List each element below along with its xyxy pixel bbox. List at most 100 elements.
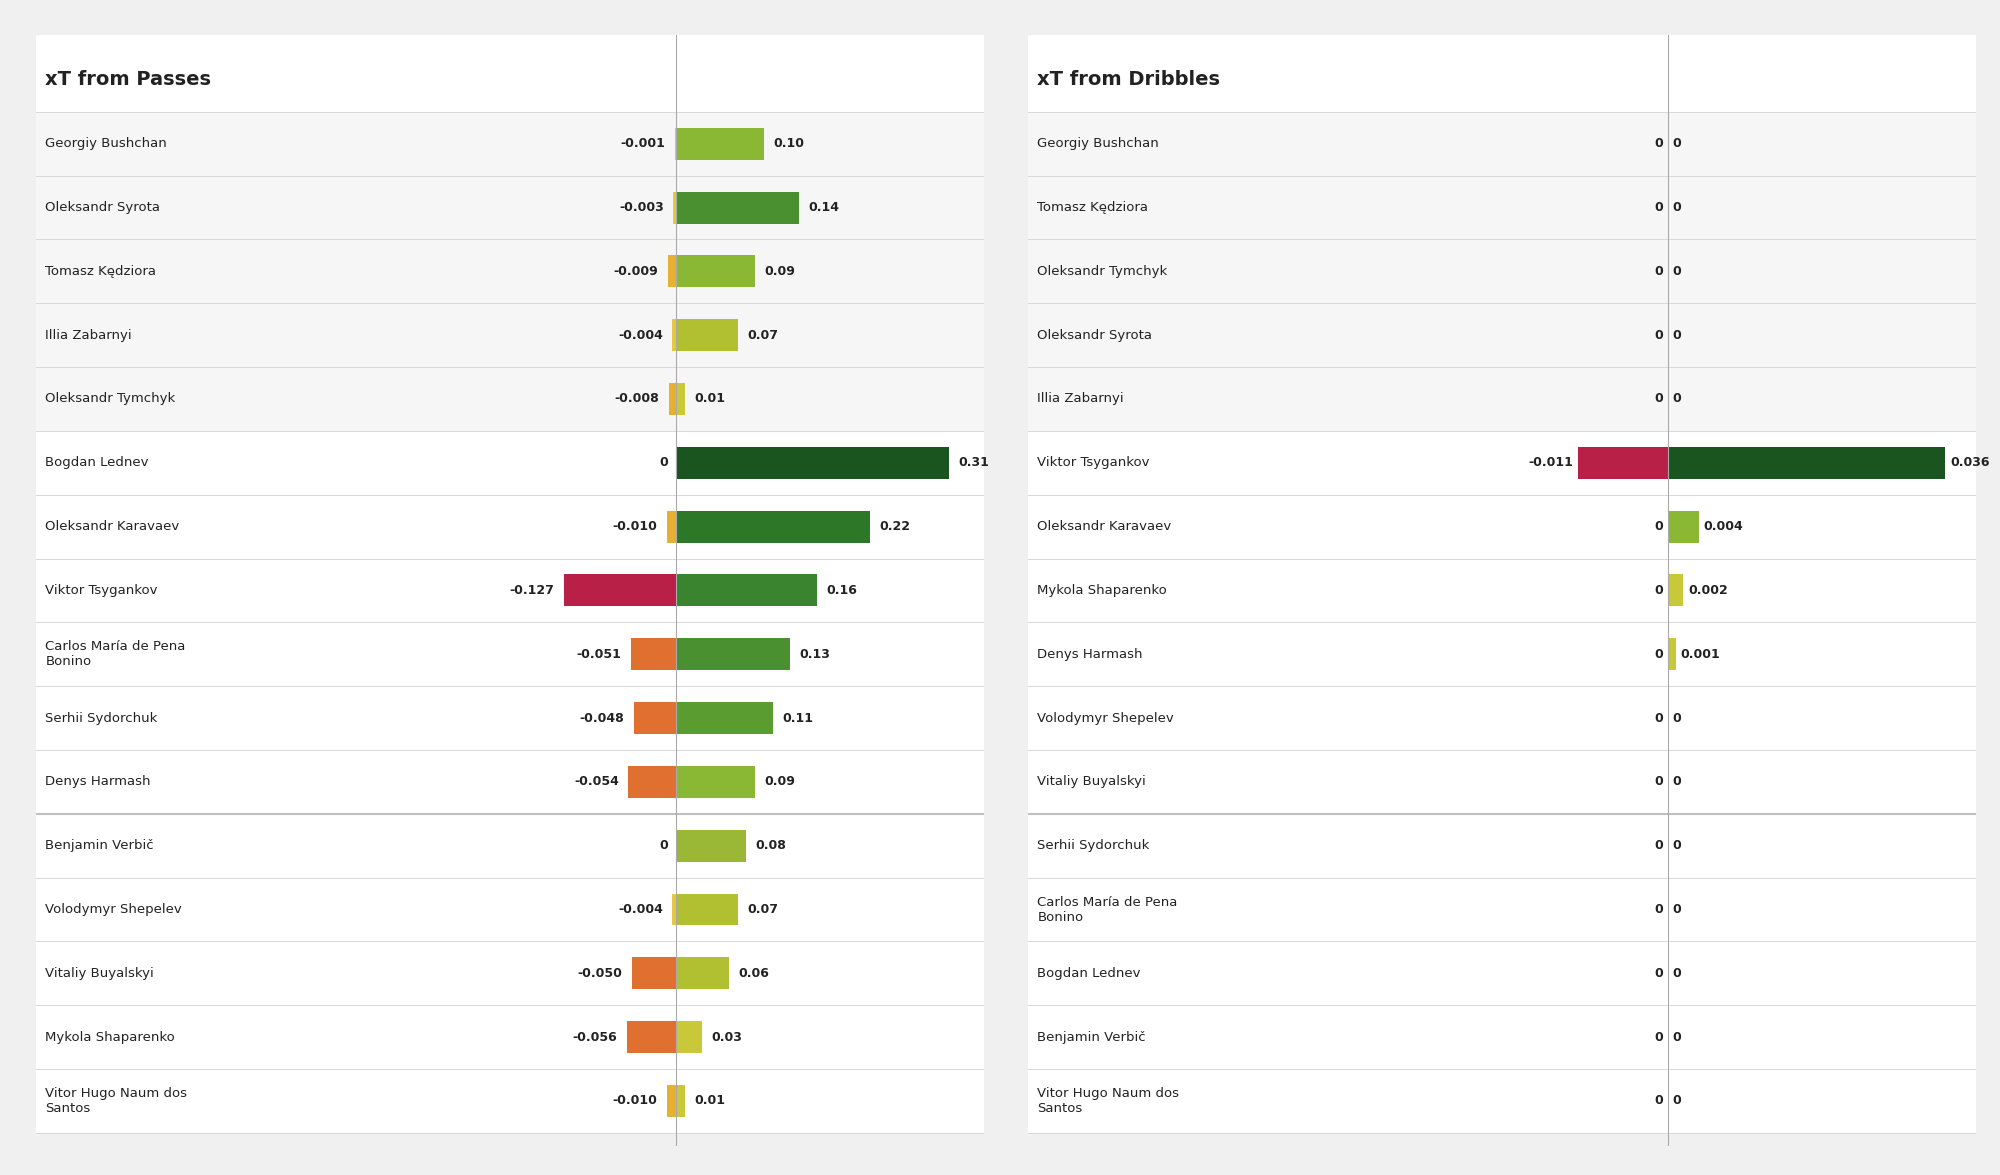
Text: 0.22: 0.22 [880,521,910,533]
Text: Oleksandr Tymchyk: Oleksandr Tymchyk [46,392,176,405]
Bar [564,575,676,606]
Bar [632,638,676,670]
Text: 0.13: 0.13 [800,647,830,660]
Text: 0: 0 [1672,967,1682,980]
Bar [676,703,772,734]
Text: Tomasz Kędziora: Tomasz Kędziora [46,264,156,277]
Text: 0.08: 0.08 [756,839,786,852]
Bar [36,1006,984,1069]
Text: -0.050: -0.050 [578,967,622,980]
Text: 0: 0 [1672,1094,1682,1108]
Text: 0: 0 [1654,1030,1664,1043]
Text: Benjamin Verbič: Benjamin Verbič [1038,1030,1146,1043]
Text: 0: 0 [1672,712,1682,725]
Text: xT from Passes: xT from Passes [46,70,212,89]
Text: -0.008: -0.008 [614,392,660,405]
Bar [1668,575,1684,606]
Bar [1028,750,1976,814]
Text: -0.048: -0.048 [580,712,624,725]
Text: 0: 0 [1672,392,1682,405]
Bar [632,958,676,989]
Text: Bogdan Lednev: Bogdan Lednev [46,456,148,469]
Text: 0.11: 0.11 [782,712,814,725]
Text: Oleksandr Tymchyk: Oleksandr Tymchyk [1038,264,1168,277]
Text: Oleksandr Karavaev: Oleksandr Karavaev [1038,521,1172,533]
Bar [36,750,984,814]
Bar [36,686,984,750]
Text: 0: 0 [1654,967,1664,980]
Bar [676,192,800,223]
Text: Illia Zabarnyi: Illia Zabarnyi [46,329,132,342]
Bar [36,35,984,112]
Text: 0: 0 [1672,776,1682,788]
Text: 0: 0 [1672,904,1682,916]
Text: Volodymyr Shepelev: Volodymyr Shepelev [46,904,182,916]
Text: 0: 0 [660,456,668,469]
Text: 0.03: 0.03 [712,1030,742,1043]
Text: Georgiy Bushchan: Georgiy Bushchan [1038,137,1160,150]
Text: Georgiy Bushchan: Georgiy Bushchan [46,137,168,150]
Bar [634,703,676,734]
Text: 0: 0 [1654,647,1664,660]
Text: Serhii Sydorchuk: Serhii Sydorchuk [46,712,158,725]
Bar [672,320,676,351]
Bar [36,1069,984,1133]
Text: -0.004: -0.004 [618,329,662,342]
Text: Oleksandr Syrota: Oleksandr Syrota [1038,329,1152,342]
Text: 0: 0 [1654,521,1664,533]
Bar [1028,1069,1976,1133]
Bar [676,320,738,351]
Bar [672,893,676,926]
Text: xT from Dribbles: xT from Dribbles [1038,70,1220,89]
Bar [36,367,984,431]
Text: 0.09: 0.09 [764,264,796,277]
Text: 0: 0 [1672,201,1682,214]
Bar [1028,367,1976,431]
Bar [1028,1006,1976,1069]
Text: Carlos María de Pena
Bonino: Carlos María de Pena Bonino [1038,895,1178,924]
Bar [676,958,728,989]
Text: Illia Zabarnyi: Illia Zabarnyi [1038,392,1124,405]
Text: -0.011: -0.011 [1528,456,1572,469]
Text: Bogdan Lednev: Bogdan Lednev [1038,967,1140,980]
Bar [668,511,676,543]
Bar [668,1085,676,1117]
Text: 0: 0 [1672,839,1682,852]
Text: 0.002: 0.002 [1688,584,1728,597]
Text: 0.01: 0.01 [694,1094,726,1108]
Text: Volodymyr Shepelev: Volodymyr Shepelev [1038,712,1174,725]
Bar [1668,446,1946,478]
Bar [36,558,984,623]
Text: Carlos María de Pena
Bonino: Carlos María de Pena Bonino [46,640,186,669]
Text: Benjamin Verbič: Benjamin Verbič [46,839,154,852]
Text: 0: 0 [1654,264,1664,277]
Text: -0.056: -0.056 [572,1030,618,1043]
Bar [36,623,984,686]
Text: -0.010: -0.010 [612,1094,658,1108]
Text: 0.004: 0.004 [1704,521,1744,533]
Text: 0.06: 0.06 [738,967,770,980]
Text: 0: 0 [1654,712,1664,725]
Bar [36,112,984,175]
Text: 0.10: 0.10 [774,137,804,150]
Bar [628,766,676,798]
Text: 0.07: 0.07 [748,329,778,342]
Bar [1028,623,1976,686]
Bar [1028,35,1976,112]
Text: 0.01: 0.01 [694,392,726,405]
Bar [1668,511,1698,543]
Text: 0.16: 0.16 [826,584,858,597]
Text: -0.001: -0.001 [620,137,666,150]
Bar [1028,686,1976,750]
Bar [36,240,984,303]
Bar [1028,431,1976,495]
Bar [36,495,984,558]
Bar [676,830,746,861]
Bar [36,431,984,495]
Text: Mykola Shaparenko: Mykola Shaparenko [46,1030,176,1043]
Text: Vitor Hugo Naum dos
Santos: Vitor Hugo Naum dos Santos [46,1087,188,1115]
Text: 0: 0 [1654,776,1664,788]
Bar [36,878,984,941]
Text: Viktor Tsygankov: Viktor Tsygankov [1038,456,1150,469]
Text: -0.054: -0.054 [574,776,618,788]
